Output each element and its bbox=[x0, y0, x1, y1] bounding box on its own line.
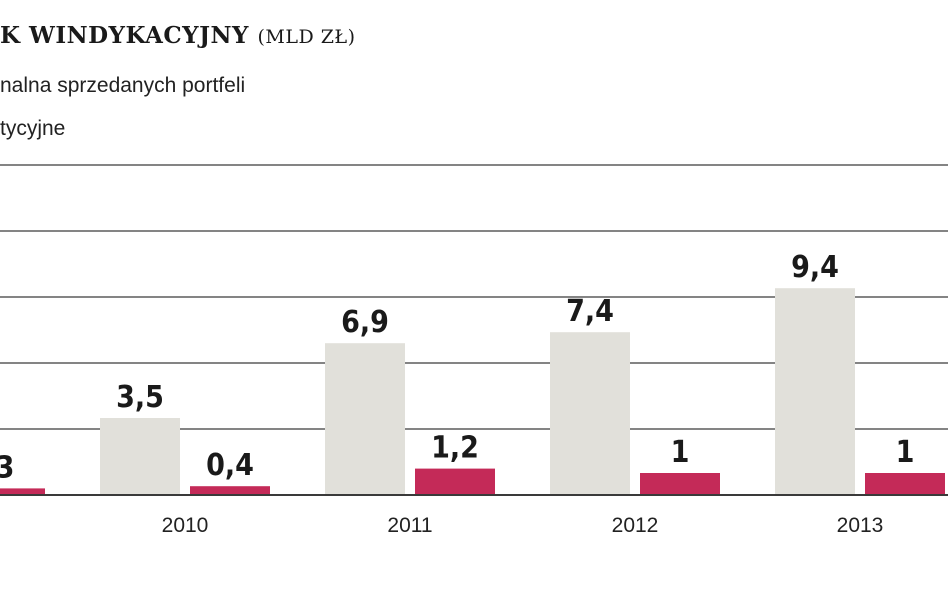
value-label-series-1-2013: 9,4 bbox=[791, 250, 839, 285]
chart-title-text: K WINDYKACYJNY bbox=[0, 22, 249, 49]
value-label-series-2-2010: 0,4 bbox=[206, 448, 254, 483]
x-tick-label-2011: 2011 bbox=[387, 514, 432, 537]
bar-series-2-2012 bbox=[640, 473, 720, 495]
bar-series-1-2013 bbox=[775, 288, 855, 495]
legend-series-2: tycyjne bbox=[0, 117, 66, 140]
value-label-series-2-2011: 1,2 bbox=[431, 431, 479, 466]
chart-title: K WINDYKACYJNY (MLD ZŁ) bbox=[0, 22, 356, 49]
value-label-series-2-2009: 3 bbox=[0, 450, 14, 485]
value-label-series-1-2012: 7,4 bbox=[566, 294, 614, 329]
chart-title-unit: (MLD ZŁ) bbox=[257, 26, 356, 48]
value-label-series-2-2012: 1 bbox=[671, 435, 690, 470]
value-label-series-1-2011: 6,9 bbox=[341, 305, 389, 340]
x-tick-label-2010: 2010 bbox=[162, 514, 209, 537]
bar-series-2-2009 bbox=[0, 488, 45, 495]
bar-series-2-2013 bbox=[865, 473, 945, 495]
bar-series-2-2011 bbox=[415, 468, 495, 495]
value-label-series-2-2013: 1 bbox=[896, 435, 915, 470]
x-tick-label-2012: 2012 bbox=[612, 514, 659, 537]
bar-series-1-2010 bbox=[100, 418, 180, 495]
bar-series-2-2010 bbox=[190, 486, 270, 495]
bar-series-1-2011 bbox=[325, 343, 405, 495]
legend-series-1: nalna sprzedanych portfeli bbox=[0, 74, 246, 97]
x-tick-label-2013: 2013 bbox=[837, 514, 884, 537]
value-label-series-1-2010: 3,5 bbox=[116, 380, 164, 415]
bar-series-1-2012 bbox=[550, 332, 630, 495]
